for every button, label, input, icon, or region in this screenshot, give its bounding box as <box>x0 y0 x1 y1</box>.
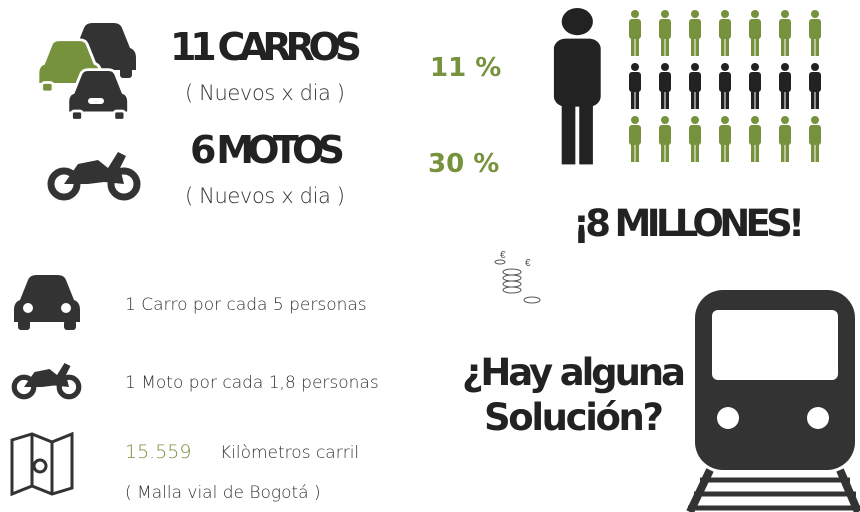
km-label: Kilòmetros carril <box>220 443 359 463</box>
person-icon <box>659 10 671 56</box>
person-icon <box>629 116 641 162</box>
moto-icon <box>51 152 137 197</box>
svg-text:€: € <box>525 258 531 269</box>
km-value: 15.559 <box>125 441 191 463</box>
map-icon <box>10 431 74 497</box>
question-line1: ¿Hay alguna <box>462 351 686 394</box>
population-headline: ¡8 MILLONES! <box>573 202 805 245</box>
person-icon <box>809 63 821 109</box>
person-icon <box>629 63 641 109</box>
person-icon <box>689 116 701 162</box>
cars-percent: 11 % <box>430 53 501 83</box>
person-icon <box>779 63 791 109</box>
person-icon <box>809 10 821 56</box>
moto-small-icon <box>14 363 79 397</box>
person-icon <box>749 116 761 162</box>
person-icon <box>719 10 731 56</box>
km-note: ( Malla vial de Bogotá ) <box>125 483 321 503</box>
person-icon <box>719 116 731 162</box>
cars-icon <box>36 23 136 122</box>
car-ratio: 1 Carro por cada 5 personas <box>125 295 367 315</box>
person-icon <box>719 63 731 109</box>
motos-subtitle: ( Nuevos x dia ) <box>185 184 345 208</box>
motos-percent: 30 % <box>428 149 499 179</box>
person-icon <box>659 116 671 162</box>
car-small-icon <box>14 275 80 330</box>
person-icon <box>689 63 701 109</box>
motos-title: 6 MOTOS <box>190 128 345 172</box>
cars-title: 11 CARROS <box>170 25 362 69</box>
person-icon <box>749 10 761 56</box>
person-icon <box>749 63 761 109</box>
people-grid <box>629 10 821 162</box>
big-person <box>553 8 601 165</box>
question-line2: Solución? <box>484 396 664 439</box>
person-icon <box>689 10 701 56</box>
cars-subtitle: ( Nuevos x dia ) <box>185 81 345 105</box>
person-icon <box>779 10 791 56</box>
person-icon <box>659 63 671 109</box>
svg-text:€: € <box>500 250 506 261</box>
moto-ratio: 1 Moto por cada 1,8 personas <box>125 373 379 393</box>
person-icon <box>809 116 821 162</box>
train-icon <box>686 290 860 512</box>
person-icon <box>779 116 791 162</box>
coins-icon: €€ <box>494 250 541 304</box>
person-icon <box>629 10 641 56</box>
